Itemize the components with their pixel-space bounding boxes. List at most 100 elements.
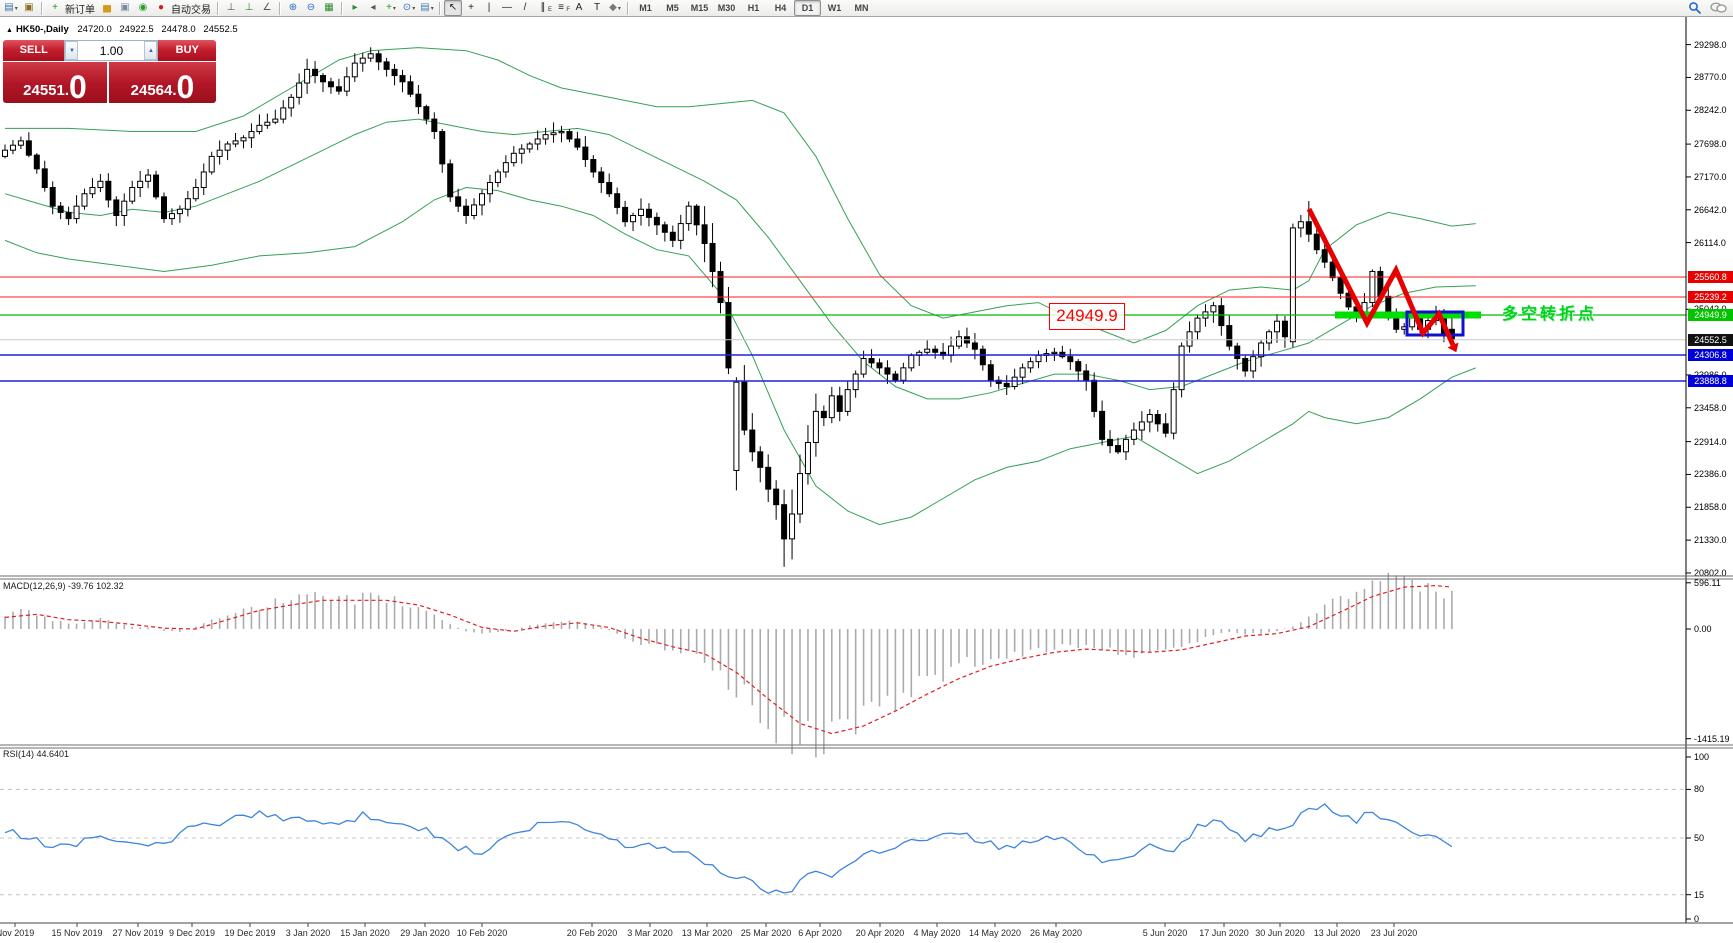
timeframe-w1-button[interactable]: W1 xyxy=(827,3,842,13)
timeframe-mn-button[interactable]: MN xyxy=(854,3,869,13)
profiles-icon[interactable]: ▣ xyxy=(24,2,34,13)
candle-body xyxy=(1027,361,1034,369)
tile-windows-icon[interactable]: ▦ xyxy=(324,2,334,13)
date-axis-label: 29 Jan 2020 xyxy=(400,928,450,938)
autotrade-icon[interactable]: ● xyxy=(157,2,165,13)
candle-body xyxy=(1345,292,1352,308)
dropdown-arrow-icon[interactable]: ▾ xyxy=(430,6,434,12)
candle-body xyxy=(502,162,509,173)
new-chart-icon[interactable]: ▤▾ xyxy=(4,2,18,13)
price-tag: 24949.9 xyxy=(1688,309,1733,321)
candle-body xyxy=(1409,317,1416,328)
timeframe-h1-button[interactable]: H1 xyxy=(747,3,760,13)
date-axis-label: 3 Mar 2020 xyxy=(627,928,673,938)
price-axis-tick-label: 22386.0 xyxy=(1694,469,1727,480)
arrows-icon[interactable]: ◆▾ xyxy=(609,2,621,13)
dropdown-arrow-icon[interactable]: ▾ xyxy=(392,6,396,12)
periods-icon[interactable]: ⊙▾ xyxy=(402,2,416,13)
zoom-in-icon[interactable]: ⊕ xyxy=(288,2,298,13)
dropdown-arrow-icon[interactable]: ▾ xyxy=(14,6,18,12)
indicators-icon[interactable]: +▾ xyxy=(386,2,396,13)
templates-icon[interactable]: ▤▾ xyxy=(420,2,434,13)
rsi-line xyxy=(4,803,1453,895)
price-axis-tick-label: 28770.0 xyxy=(1694,72,1727,83)
candle-body xyxy=(566,131,573,140)
timeframe-m30-button[interactable]: M30 xyxy=(717,3,736,13)
fibonacci-icon[interactable]: ≡ F xyxy=(552,0,570,16)
candle-body xyxy=(320,75,326,83)
close-value: 24552.5 xyxy=(203,24,238,35)
candle-body xyxy=(439,131,446,165)
consolidation-box[interactable] xyxy=(1405,310,1465,337)
candle-body xyxy=(184,198,191,210)
candle-body xyxy=(81,193,88,207)
candle-body xyxy=(789,513,796,540)
candle-body xyxy=(121,200,128,216)
autotrade-label[interactable]: 自动交易 xyxy=(171,4,211,16)
vline-icon[interactable]: | xyxy=(487,2,491,13)
rsi-axis-tick-label: 50 xyxy=(1694,833,1705,843)
candle-body xyxy=(979,348,986,366)
trendline-icon[interactable]: / xyxy=(523,2,527,13)
buy-price-button[interactable]: 24564. 0 xyxy=(109,62,216,103)
candle-body xyxy=(685,205,692,225)
line-chart-icon[interactable]: ∠ xyxy=(262,2,272,13)
fibonacci-icon-sub: F xyxy=(566,7,570,13)
volume-decrease-button[interactable]: ▼ xyxy=(65,41,79,60)
date-axis-label: 27 Nov 2019 xyxy=(112,928,164,938)
candle-body xyxy=(431,118,438,133)
sell-price-button[interactable]: 24551. 0 xyxy=(3,62,107,103)
candle-body xyxy=(1297,221,1304,229)
candle-body xyxy=(367,53,374,59)
timeframe-m15-button[interactable]: M15 xyxy=(690,3,709,13)
candle-body xyxy=(1321,249,1328,263)
candle-body xyxy=(1266,331,1273,344)
signals-icon[interactable]: ◉ xyxy=(138,2,148,13)
gold-icon[interactable]: ▅ xyxy=(103,2,111,13)
turning-point-annotation[interactable]: 多空转折点 xyxy=(1502,306,1598,323)
price-annotation-label[interactable]: 24949.9 xyxy=(1049,303,1125,330)
bar-chart-icon[interactable]: ⊥ xyxy=(226,2,236,13)
candle-body xyxy=(296,82,303,98)
timeframe-d1-button[interactable]: D1 xyxy=(794,0,821,16)
candle-body xyxy=(486,182,493,195)
chat-icon[interactable] xyxy=(1710,1,1727,15)
sell-button[interactable]: SELL xyxy=(3,40,65,61)
dropdown-arrow-icon[interactable]: ▾ xyxy=(412,6,416,12)
candle-body xyxy=(653,216,660,226)
buy-button[interactable]: BUY xyxy=(158,40,216,61)
crosshair-icon[interactable]: + xyxy=(468,2,474,13)
cursor-icon[interactable]: ↖ xyxy=(444,0,462,16)
zoom-out-icon[interactable]: ⊖ xyxy=(306,2,316,13)
timeframe-m5-button[interactable]: M5 xyxy=(666,3,679,13)
candle-chart-icon[interactable]: ⊥ xyxy=(244,2,254,13)
timeframe-h4-button[interactable]: H4 xyxy=(774,3,787,13)
candle-body xyxy=(1067,356,1074,363)
volume-increase-button[interactable]: ▲ xyxy=(144,41,158,60)
volume-input[interactable] xyxy=(78,41,145,60)
label-icon[interactable]: T xyxy=(593,2,601,13)
date-axis-label: 4 May 2020 xyxy=(913,928,961,938)
chart-shift-icon[interactable]: ◂ xyxy=(370,2,376,13)
candle-body xyxy=(1162,423,1169,434)
candle-body xyxy=(272,118,279,123)
autoscroll-icon[interactable]: ▸ xyxy=(352,2,358,13)
candle-body xyxy=(192,187,199,200)
channel-icon[interactable]: ∥ E xyxy=(534,0,553,16)
hline-icon[interactable]: — xyxy=(502,2,512,13)
date-axis-label: 13 Mar 2020 xyxy=(681,928,733,938)
trend-arrow[interactable] xyxy=(1306,207,1456,347)
text-icon[interactable]: A xyxy=(575,2,583,13)
experts-icon[interactable]: ▣ xyxy=(120,2,130,13)
dropdown-arrow-icon[interactable]: ▾ xyxy=(617,6,621,12)
candle-body xyxy=(1242,358,1249,372)
trend-arrow-head[interactable] xyxy=(1447,342,1459,353)
candle-body xyxy=(1170,389,1177,434)
new-order-label[interactable]: 新订单 xyxy=(65,4,95,16)
candle-body xyxy=(677,223,684,241)
search-icon[interactable] xyxy=(1688,1,1702,15)
new-order-icon[interactable]: + xyxy=(52,2,58,13)
candle-body xyxy=(1091,379,1098,412)
timeframe-m1-button[interactable]: M1 xyxy=(639,3,652,13)
